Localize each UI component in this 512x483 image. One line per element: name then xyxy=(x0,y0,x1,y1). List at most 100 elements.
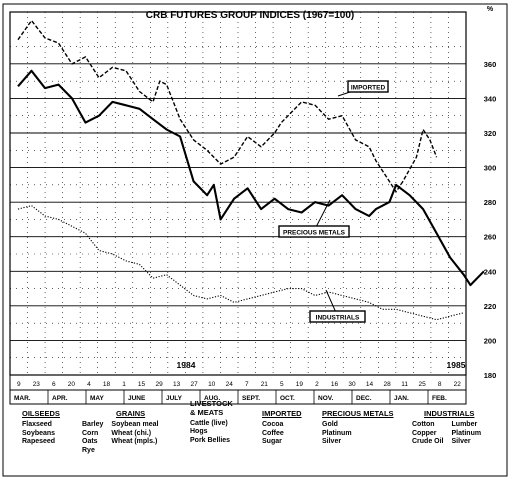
chart-title: CRB FUTURES GROUP INDICES (1967=100) xyxy=(146,10,354,21)
x-tick-label: 29 xyxy=(155,381,163,388)
month-label: DEC. xyxy=(356,395,372,402)
x-tick-label: 14 xyxy=(366,381,374,388)
y-tick-label: 300 xyxy=(484,164,497,173)
day-tick-row xyxy=(9,374,467,391)
month-label: MAR. xyxy=(14,395,31,402)
y-tick-label: 280 xyxy=(484,198,497,207)
series-line-imported xyxy=(17,19,438,193)
x-tick-label: 27 xyxy=(191,381,199,388)
y-tick-label: 200 xyxy=(484,336,497,345)
legend-item: Cattle (live) xyxy=(190,420,228,427)
year-label: 1984 xyxy=(177,360,196,370)
legend-item: Wheat (mpls.) xyxy=(111,438,158,446)
line-label: INDUSTRIALS xyxy=(316,315,360,322)
y-unit-label: % xyxy=(487,6,494,13)
month-label: AUG. xyxy=(204,395,220,402)
x-tick-label: 11 xyxy=(401,381,408,388)
x-tick-label: 16 xyxy=(331,381,339,388)
x-tick-label: 2 xyxy=(315,381,319,388)
legend-item: Wheat (chi.) xyxy=(111,429,152,437)
line-label-box xyxy=(278,225,350,238)
legend-industrials: INDUSTRIALS Cotton Copper Crude Oil Lumb… xyxy=(412,409,482,447)
series-line-precious-metals xyxy=(17,69,485,287)
legend-item: Rye xyxy=(82,446,95,454)
legend-item: Cotton xyxy=(412,421,435,429)
month-label: MAY xyxy=(90,395,105,402)
y-tick-label: 320 xyxy=(484,129,497,138)
legend-imported: IMPORTED Cocoa Coffee Sugar xyxy=(262,409,302,447)
y-tick-label: 240 xyxy=(484,267,497,276)
line-label: PRECIOUS METALS xyxy=(283,230,346,237)
x-tick-label: 7 xyxy=(245,381,249,388)
legend-item: Sugar xyxy=(262,438,282,446)
y-tick-label: 340 xyxy=(484,94,497,103)
month-label: JULY xyxy=(166,395,183,402)
month-label: APR. xyxy=(52,395,68,402)
x-tick-label: 22 xyxy=(454,381,462,388)
legend-livestock: LIVESTOCK & MEATS Cattle (live) Hogs Por… xyxy=(190,399,233,445)
x-tick-label: 25 xyxy=(419,381,427,388)
x-tick-label: 21 xyxy=(261,381,269,388)
legend-item: Soybeans xyxy=(22,429,56,437)
y-tick-label: 260 xyxy=(484,233,497,242)
y-tick-label: 220 xyxy=(484,302,497,311)
line-label-box xyxy=(309,310,366,323)
month-label: NOV. xyxy=(318,395,333,402)
y-tick-label: 360 xyxy=(484,60,497,69)
legend-item: Rapeseed xyxy=(22,438,56,446)
series-line-industrials xyxy=(17,205,464,321)
legend-item: Hogs xyxy=(190,428,208,436)
month-label: FEB. xyxy=(432,395,447,402)
legend-item: Platinum xyxy=(451,429,482,437)
legend-heading: INDUSTRIALS xyxy=(424,409,475,418)
x-tick-label: 8 xyxy=(438,381,442,388)
legend-item: Platinum xyxy=(322,429,352,437)
x-tick-label: 30 xyxy=(348,381,356,388)
month-label: OCT. xyxy=(280,395,295,402)
x-tick-label: 18 xyxy=(103,381,111,388)
legend-item: Flaxseed xyxy=(22,421,52,429)
x-tick-label: 10 xyxy=(208,381,216,388)
line-label-box xyxy=(347,80,389,93)
legend-precious-metals: PRECIOUS METALS Gold Platinum Silver xyxy=(322,409,394,447)
x-tick-label: 13 xyxy=(173,381,181,388)
month-label: SEPT. xyxy=(242,395,260,402)
legend-item: Silver xyxy=(451,438,471,446)
x-tick-label: 23 xyxy=(33,381,41,388)
legend-item: Barley xyxy=(82,421,104,429)
figure-border xyxy=(2,3,508,477)
x-tick-label: 19 xyxy=(296,381,304,388)
legend-grains: GRAINS Barley Corn Oats Rye Soybean meal… xyxy=(82,409,159,455)
x-tick-label: 20 xyxy=(68,381,76,388)
legend-heading: LIVESTOCK & MEATS xyxy=(190,399,233,417)
legend-item: Gold xyxy=(322,421,338,429)
legend-heading: IMPORTED xyxy=(262,409,302,418)
legend-item: Oats xyxy=(82,438,98,446)
x-tick-label: 1 xyxy=(122,381,126,388)
legend-item: Crude Oil xyxy=(412,438,444,446)
x-tick-label: 15 xyxy=(138,381,146,388)
x-tick-label: 9 xyxy=(17,381,21,388)
month-label: JAN. xyxy=(394,395,409,402)
legend-item: Silver xyxy=(322,438,342,446)
legend-item: Copper xyxy=(412,429,437,437)
x-tick-label: 4 xyxy=(87,381,91,388)
line-label: IMPORTED xyxy=(351,85,386,92)
legend-heading: PRECIOUS METALS xyxy=(322,409,394,418)
x-tick-label: 5 xyxy=(280,381,284,388)
plot-frame xyxy=(9,11,467,376)
legend-item: Corn xyxy=(82,429,99,437)
year-label: 1985 xyxy=(447,360,466,370)
legend-item: Pork Bellies xyxy=(190,436,231,444)
legend-heading: GRAINS xyxy=(116,409,146,418)
legend-item: Lumber xyxy=(451,421,478,429)
month-label: JUNE xyxy=(128,395,146,402)
y-tick-label: 180 xyxy=(484,371,497,380)
legend-heading: OILSEEDS xyxy=(22,409,60,418)
x-tick-label: 28 xyxy=(383,381,391,388)
x-tick-label: 24 xyxy=(226,381,234,388)
legend-item: Cocoa xyxy=(262,421,284,429)
legend-item: Soybean meal xyxy=(111,421,159,429)
